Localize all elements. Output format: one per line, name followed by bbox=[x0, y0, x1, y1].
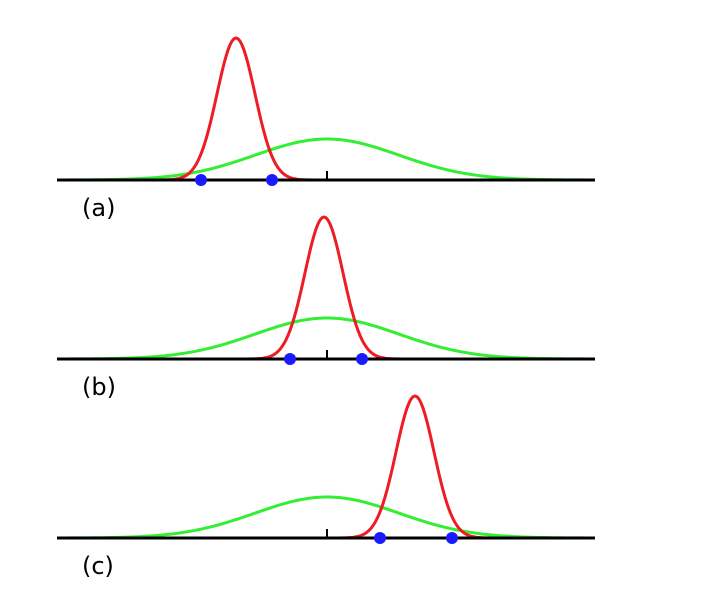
wide-gaussian bbox=[58, 495, 595, 540]
wide-gaussian bbox=[58, 316, 595, 361]
panel-label: (a) bbox=[82, 194, 115, 222]
sample-point bbox=[266, 174, 278, 186]
narrow-gaussian bbox=[325, 394, 505, 540]
sample-point bbox=[374, 532, 386, 544]
narrow-gaussian bbox=[234, 215, 414, 361]
panel-label: (b) bbox=[82, 373, 116, 401]
sample-point bbox=[195, 174, 207, 186]
narrow-gaussian bbox=[146, 36, 326, 182]
sample-point bbox=[446, 532, 458, 544]
sample-point bbox=[356, 353, 368, 365]
panel-label: (c) bbox=[82, 552, 114, 580]
sample-point bbox=[284, 353, 296, 365]
wide-gaussian bbox=[58, 137, 595, 182]
